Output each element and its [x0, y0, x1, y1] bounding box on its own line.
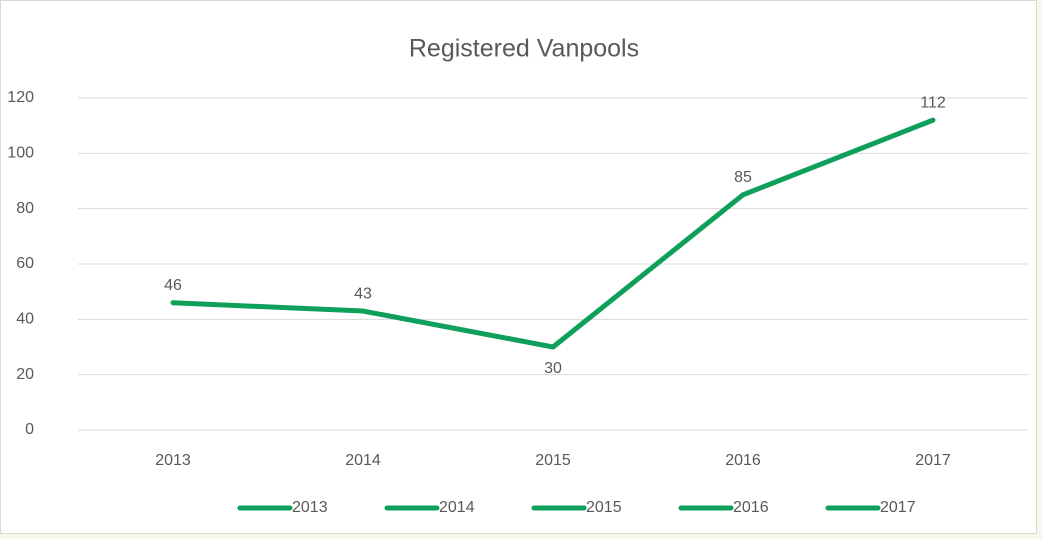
data-line — [170, 117, 936, 350]
chart-title: Registered Vanpools — [409, 35, 639, 63]
y-tick-label: 0 — [25, 421, 34, 438]
data-label: 112 — [920, 94, 946, 111]
data-label: 43 — [354, 285, 372, 302]
y-tick-label: 120 — [7, 89, 34, 106]
x-tick-label: 2017 — [915, 452, 951, 469]
x-tick-label: 2016 — [725, 452, 761, 469]
data-label: 85 — [734, 169, 752, 186]
legend-label: 2014 — [439, 499, 475, 516]
x-tick-label: 2013 — [155, 452, 191, 469]
data-label: 30 — [544, 360, 562, 377]
legend-label: 2015 — [586, 499, 622, 516]
data-label: 46 — [164, 277, 182, 294]
legend-label: 2017 — [880, 499, 916, 516]
y-tick-label: 40 — [16, 311, 34, 328]
x-tick-label: 2014 — [345, 452, 381, 469]
y-tick-label: 100 — [7, 145, 34, 162]
y-tick-label: 20 — [16, 366, 34, 383]
legend-label: 2016 — [733, 499, 769, 516]
legend-label: 2013 — [292, 499, 328, 516]
x-tick-label: 2015 — [535, 452, 571, 469]
y-tick-label: 80 — [16, 200, 34, 217]
y-tick-label: 60 — [16, 255, 34, 272]
